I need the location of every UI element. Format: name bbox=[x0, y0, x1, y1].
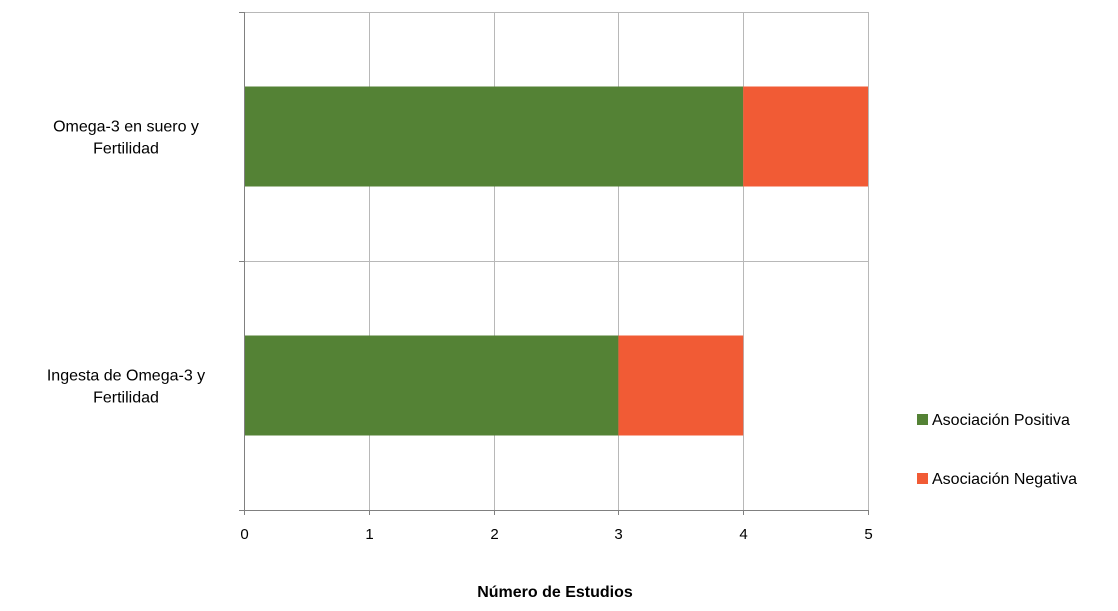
bar-segment-negative bbox=[743, 86, 868, 187]
category-label: Omega-3 en suero y bbox=[53, 119, 199, 136]
bars bbox=[244, 86, 868, 436]
x-tick-label: 3 bbox=[614, 526, 622, 543]
x-tick-label: 1 bbox=[365, 526, 373, 543]
x-tick-label: 0 bbox=[240, 526, 248, 543]
tick-labels: 0 1 2 3 4 5 bbox=[240, 526, 872, 543]
x-tick-label: 2 bbox=[490, 526, 498, 543]
legend: Asociación Positiva Asociación Negativa bbox=[917, 412, 1077, 488]
x-tick-label: 4 bbox=[739, 526, 747, 543]
bar-segment-negative bbox=[618, 335, 744, 436]
legend-swatch bbox=[917, 473, 928, 484]
bar-segment-positive bbox=[244, 86, 744, 187]
category-label: Fertilidad bbox=[93, 390, 159, 407]
x-tick-label: 5 bbox=[864, 526, 872, 543]
legend-label: Asociación Positiva bbox=[932, 412, 1070, 429]
category-labels: Omega-3 en suero y Fertilidad Ingesta de O… bbox=[47, 119, 205, 407]
x-axis-label: Número de Estudios bbox=[477, 584, 633, 601]
legend-label: Asociación Negativa bbox=[932, 471, 1077, 488]
bar-segment-positive bbox=[244, 335, 619, 436]
category-label: Fertilidad bbox=[93, 141, 159, 158]
category-label: Ingesta de Omega-3 y bbox=[47, 368, 205, 385]
axes bbox=[239, 12, 869, 515]
legend-swatch bbox=[917, 414, 928, 425]
